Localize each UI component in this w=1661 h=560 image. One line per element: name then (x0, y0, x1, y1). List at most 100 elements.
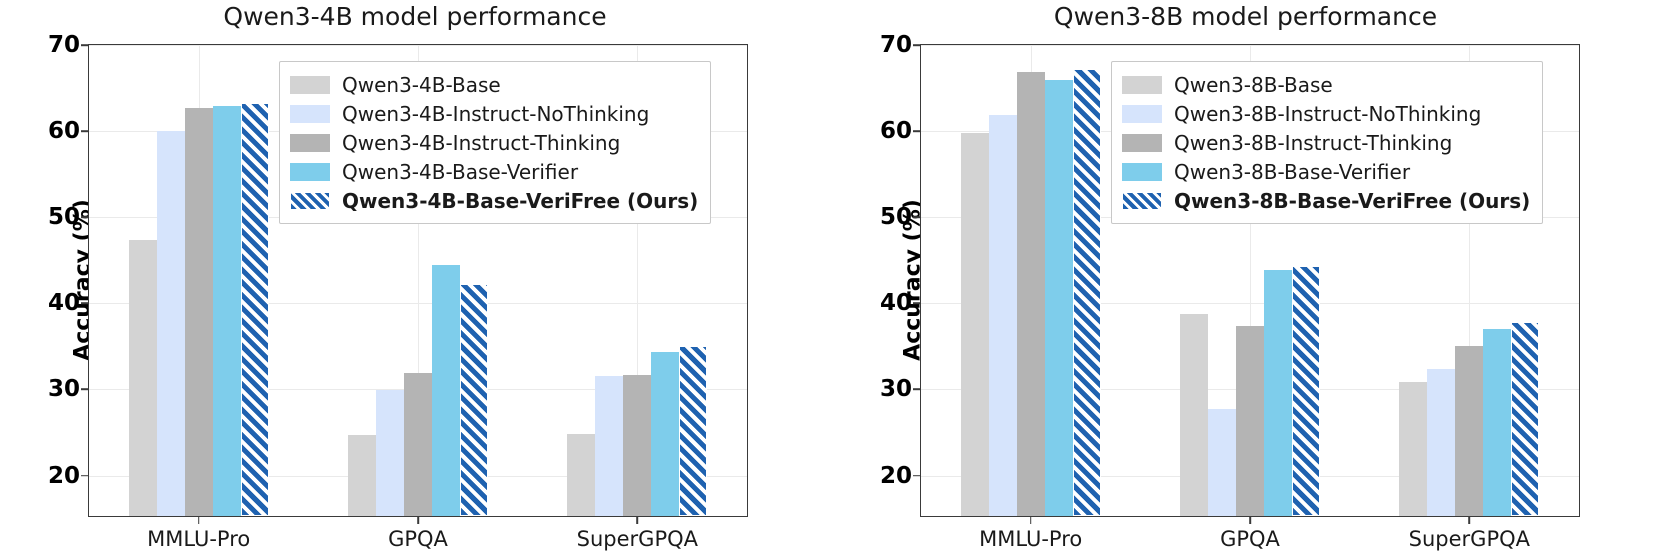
bar-supergpqa-qwen3-8b-base-verifier (1483, 329, 1512, 516)
y-tick-label: 40 (47, 290, 80, 317)
legend-swatch-icon (1122, 191, 1162, 210)
legend-swatch-icon (290, 75, 330, 94)
legend-label: Qwen3-4B-Instruct-NoThinking (342, 101, 650, 126)
bar-supergpqa-qwen3-4b-instruct-nothinking (595, 375, 624, 516)
y-tick-label: 30 (879, 376, 912, 403)
bar-gpqa-qwen3-8b-base-verifier (1264, 269, 1292, 516)
y-tick-mark (913, 130, 921, 132)
legend-item[interactable]: Qwen3-4B-Instruct-NoThinking (290, 99, 698, 128)
bar-gpqa-qwen3-4b-base (348, 435, 376, 516)
legend-swatch-icon (1122, 75, 1162, 94)
y-tick-mark (81, 388, 89, 391)
y-tick-label: 70 (879, 32, 912, 58)
bar-mmlu-pro-qwen3-8b-instruct-thinking (1016, 71, 1045, 516)
legend-item[interactable]: Qwen3-4B-Base (290, 70, 698, 99)
legend-label: Qwen3-8B-Base-Verifier (1174, 159, 1411, 184)
bar-mmlu-pro-qwen3-4b-instruct-thinking (184, 107, 213, 516)
legend-item[interactable]: Qwen3-4B-Base-Verifier (290, 157, 698, 186)
bar-mmlu-pro-qwen3-8b-base (960, 132, 989, 516)
x-tick-label-gpqa: GPQA (1220, 527, 1280, 551)
y-tick-label: 20 (47, 462, 80, 489)
x-tick-label-mmlu-pro: MMLU-Pro (147, 527, 251, 551)
bar-supergpqa-qwen3-4b-instruct-thinking (623, 374, 652, 516)
x-tick-mark (197, 516, 200, 524)
bar-supergpqa-qwen3-8b-instruct-thinking (1455, 346, 1484, 516)
plot-area-right: 20 30 40 50 60 70 MMLU-Pro GPQA SuperGPQA Qwen3-8… (880, 32, 1580, 551)
legend-label: Qwen3-8B-Instruct-Thinking (1174, 130, 1453, 155)
legend-label: Qwen3-4B-Base (342, 72, 501, 97)
x-gridline (418, 45, 419, 516)
y-tick-label: 60 (879, 118, 912, 145)
legend-label: Qwen3-8B-Base (1174, 72, 1333, 97)
legend-item[interactable]: Qwen3-8B-Base-Verifier (1122, 157, 1530, 186)
bar-mmlu-pro-qwen3-4b-base-verifier (212, 106, 241, 516)
legend-item[interactable]: Qwen3-8B-Instruct-Thinking (1122, 128, 1530, 157)
y-tick-label: 70 (47, 32, 80, 58)
bar-supergpqa-qwen3-4b-base-verifier (651, 352, 680, 516)
bar-gpqa-qwen3-4b-instruct-thinking (404, 373, 432, 516)
chart-title-right: Qwen3-8B model performance (1053, 2, 1438, 31)
legend-label: Qwen3-4B-Base-Verifier (342, 159, 579, 184)
chart-legend: Qwen3-8B-Base Qwen3-8B-Instruct-NoThinkin… (1111, 61, 1544, 224)
plot-area-left: 20 30 40 50 60 70 MMLU-Pro GPQA SuperGPQA Qwen3-4… (48, 32, 748, 551)
bar-gpqa-qwen3-4b-instruct-nothinking (376, 390, 404, 516)
x-tick-mark (636, 516, 639, 524)
y-tick-label: 50 (47, 204, 80, 231)
y-tick-mark (81, 44, 89, 46)
legend-swatch-icon (1122, 104, 1162, 123)
y-tick-mark (913, 388, 921, 391)
legend-item[interactable]: Qwen3-4B-Instruct-Thinking (290, 128, 698, 157)
bar-mmlu-pro-qwen3-4b-base (128, 240, 157, 516)
y-tick-mark (81, 474, 89, 477)
bar-mmlu-pro-qwen3-8b-base-verifree-ours- (1072, 69, 1101, 516)
legend-item[interactable]: Qwen3-8B-Base (1122, 70, 1530, 99)
x-gridline (1469, 45, 1471, 516)
legend-swatch-icon (1122, 133, 1162, 152)
chart-panel-qwen3-4b: Qwen3-4B model performance Accuracy (%) … (0, 0, 830, 560)
y-tick-label: 50 (879, 204, 912, 231)
x-tick-mark (1249, 516, 1251, 524)
bar-mmlu-pro-qwen3-8b-base-verifier (1044, 80, 1073, 516)
x-tick-label-gpqa: GPQA (388, 527, 448, 551)
bar-mmlu-pro-qwen3-4b-instruct-nothinking (156, 131, 185, 516)
chart-panel-qwen3-8b: Qwen3-8B model performance Accuracy (%) … (830, 0, 1661, 560)
legend-label: Qwen3-8B-Instruct-NoThinking (1174, 101, 1482, 126)
legend-swatch-icon (1122, 162, 1162, 181)
legend-swatch-icon (290, 104, 330, 123)
bar-gpqa-qwen3-8b-base-verifree-ours- (1292, 266, 1320, 516)
y-tick-mark (81, 130, 89, 132)
bar-mmlu-pro-qwen3-8b-instruct-nothinking (988, 114, 1017, 516)
bar-supergpqa-qwen3-8b-instruct-nothinking (1427, 368, 1456, 516)
y-tick-mark (81, 216, 89, 218)
legend-label: Qwen3-4B-Instruct-Thinking (342, 130, 621, 155)
y-tick-mark (913, 474, 921, 477)
bar-supergpqa-qwen3-8b-base (1399, 381, 1428, 516)
bar-supergpqa-qwen3-4b-base-verifree-ours- (679, 345, 708, 516)
legend-item[interactable]: Qwen3-8B-Base-VeriFree (Ours) (1122, 186, 1530, 215)
y-tick-label: 60 (47, 118, 80, 145)
y-tick-label: 30 (47, 376, 80, 403)
bar-gpqa-qwen3-4b-base-verifree-ours- (460, 284, 488, 516)
legend-label: Qwen3-8B-Base-VeriFree (Ours) (1174, 188, 1531, 213)
chart-legend: Qwen3-4B-Base Qwen3-4B-Instruct-NoThinkin… (279, 61, 712, 224)
bar-mmlu-pro-qwen3-4b-base-verifree-ours- (240, 102, 269, 516)
y-tick-mark (913, 216, 921, 218)
legend-label: Qwen3-4B-Base-VeriFree (Ours) (342, 188, 699, 213)
x-tick-label-supergpqa: SuperGPQA (1408, 527, 1531, 551)
legend-item[interactable]: Qwen3-8B-Instruct-NoThinking (1122, 99, 1530, 128)
x-tick-label-mmlu-pro: MMLU-Pro (979, 527, 1083, 551)
bar-gpqa-qwen3-4b-base-verifier (432, 265, 460, 516)
x-tick-mark (1468, 516, 1471, 524)
bar-supergpqa-qwen3-4b-base (567, 434, 596, 516)
bar-gpqa-qwen3-8b-instruct-thinking (1236, 325, 1264, 516)
x-tick-mark (1029, 516, 1032, 524)
legend-swatch-icon (290, 191, 330, 210)
y-tick-mark (913, 302, 921, 305)
x-gridline (1250, 45, 1251, 516)
legend-swatch-icon (290, 162, 330, 181)
y-tick-mark (81, 302, 89, 305)
y-tick-label: 20 (879, 462, 912, 489)
legend-item[interactable]: Qwen3-4B-Base-VeriFree (Ours) (290, 186, 698, 215)
y-tick-mark (913, 44, 921, 46)
